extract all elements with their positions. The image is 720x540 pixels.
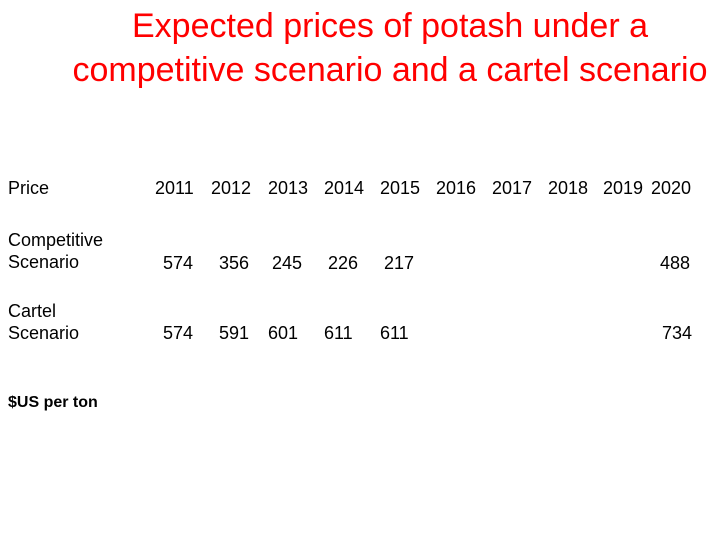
- competitive-value-2015: 217: [384, 253, 415, 273]
- competitive-label-line1: Competitive: [8, 230, 104, 250]
- cartel-value-2014: 611: [324, 323, 353, 343]
- competitive-value-2012: 356: [219, 253, 250, 273]
- competitive-value-2014: 226: [328, 253, 359, 273]
- year-2019: 2019: [603, 178, 644, 198]
- cartel-value-2015: 611: [380, 323, 409, 343]
- competitive-label-line2: Scenario: [8, 252, 80, 272]
- cartel-value-2020: 734: [662, 323, 693, 343]
- year-2015: 2015: [380, 178, 421, 198]
- year-2013: 2013: [268, 178, 309, 198]
- cartel-value-2011: 574: [163, 323, 194, 343]
- cartel-label-line2: Scenario: [8, 323, 80, 343]
- year-2012: 2012: [211, 178, 252, 198]
- cartel-value-2013: 601: [268, 323, 299, 343]
- year-2014: 2014: [324, 178, 365, 198]
- year-2018: 2018: [548, 178, 589, 198]
- price-header-label: Price: [8, 178, 50, 198]
- year-2017: 2017: [492, 178, 533, 198]
- year-2016: 2016: [436, 178, 477, 198]
- competitive-value-2013: 245: [272, 253, 303, 273]
- competitive-value-2020: 488: [660, 253, 691, 273]
- unit-note: $US per ton: [8, 394, 98, 411]
- cartel-label-line1: Cartel: [8, 301, 57, 321]
- competitive-value-2011: 574: [163, 253, 194, 273]
- cartel-value-2012: 591: [219, 323, 250, 343]
- year-2011: 2011: [155, 178, 194, 198]
- year-2020: 2020: [651, 178, 692, 198]
- slide-title: Expected prices of potash under a compet…: [72, 7, 708, 89]
